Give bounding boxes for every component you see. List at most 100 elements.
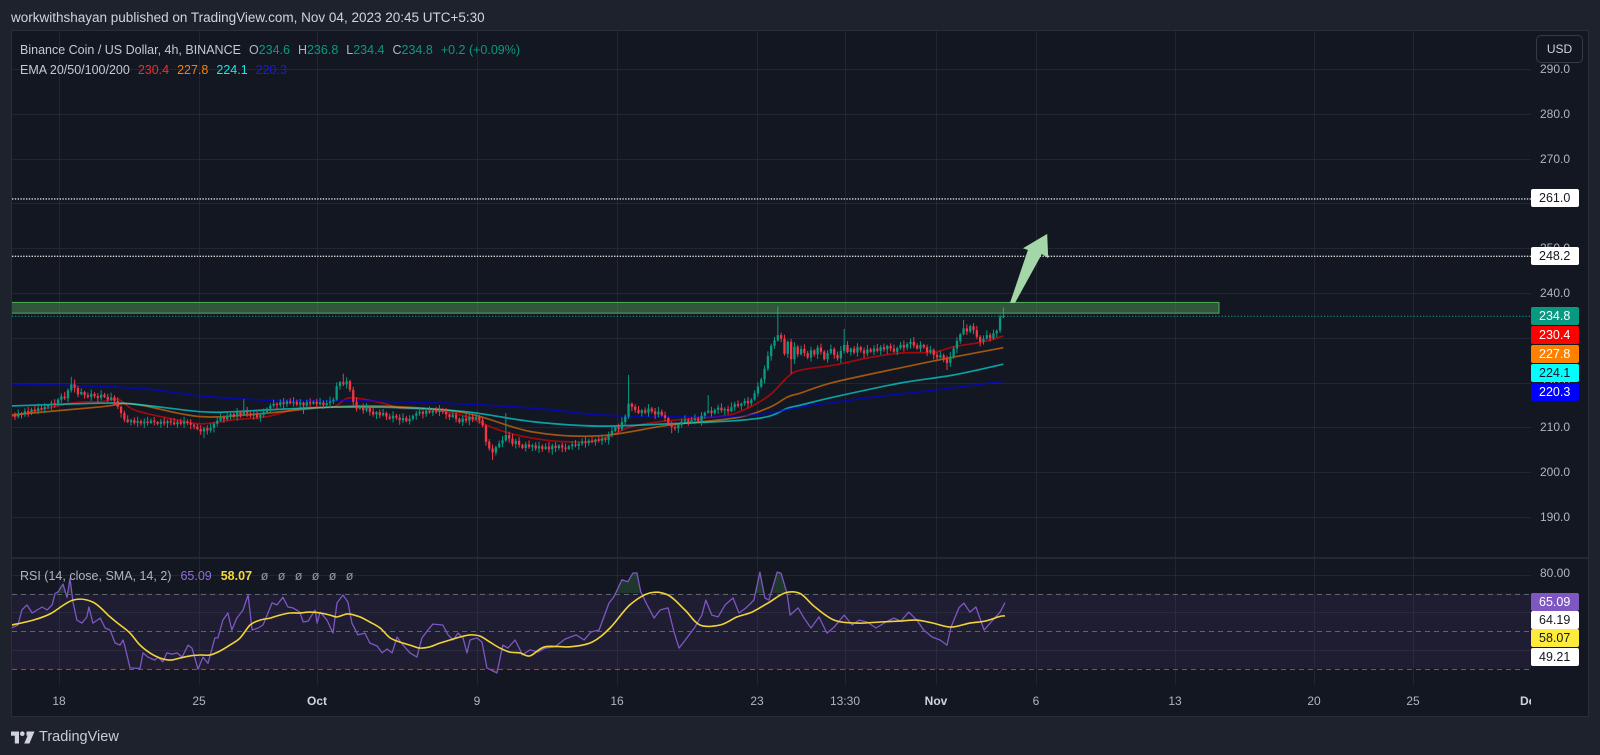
candle [879,344,882,355]
candle [683,415,687,423]
tradingview-logo-link[interactable]: TradingView [11,728,119,746]
candle-body [896,348,899,352]
price-axis[interactable]: 190.0 200.0 210.0 220.0 230.0 240.0 250.… [1531,31,1588,558]
candle [186,419,189,426]
candle [33,406,36,412]
candle-body [322,402,325,405]
candle-body [421,411,425,414]
candle [501,435,504,447]
candle-body [179,422,182,424]
rsi-na-value: ø [328,569,337,583]
candle-body [667,417,670,424]
chart-panel [11,30,1589,717]
candle [40,405,43,411]
candle [381,409,385,417]
candle-body [27,411,30,413]
candle [461,415,464,427]
candle-body [143,421,146,424]
symbol-title[interactable]: Binance Coin / US Dollar, 4h, BINANCE [20,43,241,57]
candle-body [779,335,783,339]
rsi-indicator-title[interactable]: RSI (14, close, SMA, 14, 2) [20,569,172,583]
candle-body [226,415,229,420]
candle [979,335,982,347]
candle-body [444,411,448,415]
candle-body [308,402,312,404]
candle-body [239,412,242,415]
candle [196,423,199,431]
candle-body [680,421,683,425]
candle-body [998,317,1002,331]
candle [113,395,116,405]
candle [862,347,866,359]
candle-body [939,355,942,358]
candle-body [299,402,302,405]
candle [348,379,352,393]
candle [813,349,816,357]
horizontal-levels[interactable] [12,198,1531,317]
candle [166,419,169,428]
price-tick: 270.0 [1540,151,1571,166]
price-tick: 190.0 [1540,510,1571,524]
candle-body [491,448,494,453]
candle-body [716,407,720,410]
candle-body [342,382,345,385]
candle [299,399,302,409]
candle [517,437,521,448]
ema-indicator-title[interactable]: EMA 20/50/100/200 [20,63,130,77]
candle-body [100,394,103,398]
candle [617,423,620,433]
candle-body [136,421,139,423]
drawings[interactable] [11,233,1220,314]
candle [856,343,859,357]
candle [143,418,146,428]
candle [889,343,892,352]
candle [982,335,985,345]
high-value: 236.8 [306,43,339,57]
candle [272,399,275,408]
candle-body [70,384,73,391]
candle [799,345,803,356]
candle-body [740,403,743,406]
candle [680,418,683,428]
candle-body [707,410,710,413]
candle-body [597,439,600,441]
candle-body [149,420,153,423]
candle [594,438,597,446]
candle-body [365,408,368,411]
candle [232,411,235,419]
high-label: H [297,43,307,57]
rsi-pane[interactable] [12,571,1006,674]
candle [355,397,358,412]
candle [222,415,226,423]
ema100-price-label: 224.1 [1531,364,1579,382]
ema-legend-row[interactable]: EMA 20/50/100/200 230.4 227.8 224.1 220.… [20,60,520,80]
candle-body [451,414,454,418]
ema20-value: 230.4 [137,63,170,77]
candle [624,414,627,427]
candle [952,346,955,359]
rsi-legend[interactable]: RSI (14, close, SMA, 14, 2) 65.09 58.07 … [20,567,354,585]
main-price-pane[interactable] [10,198,1531,461]
candle [83,390,86,399]
candle-body [372,411,375,415]
candle [285,399,289,407]
candle-body [431,410,435,413]
currency-button[interactable]: USD [1536,35,1583,63]
candle [896,346,899,356]
candle [136,416,139,427]
candle [378,409,381,419]
candle [756,382,760,397]
time-axis[interactable]: 18 25 Oct 9 16 23 13:30 Nov 6 13 20 25 D… [12,685,1531,715]
candle-body [153,420,156,423]
candle-body [23,411,27,415]
candle-body [189,422,192,425]
candle-body [839,350,842,359]
candle [906,342,909,350]
candle-body [338,382,342,387]
candle [657,406,660,418]
candle [56,398,60,407]
candle-body [355,401,358,409]
rsi-axis[interactable]: 80.00 65.09 64.19 58.07 49.21 [1531,558,1588,685]
low-label: L [346,43,354,57]
